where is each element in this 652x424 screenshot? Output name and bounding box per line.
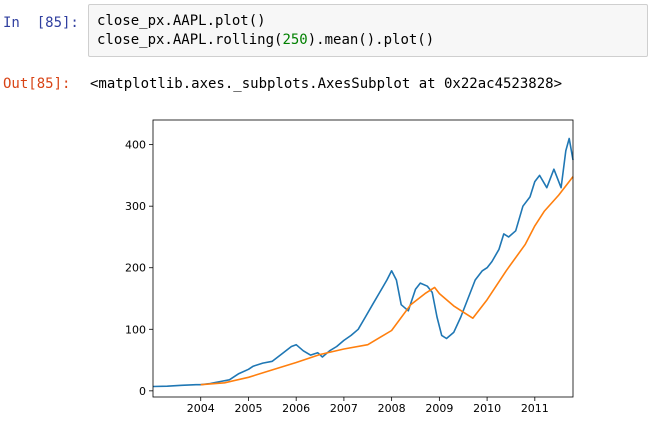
x-tick-label: 2006 xyxy=(282,402,310,415)
input-prompt: In [85]: xyxy=(3,15,79,31)
y-tick-label: 100 xyxy=(125,323,146,336)
plot-frame xyxy=(152,119,574,398)
output-prompt: Out[85]: xyxy=(3,76,71,92)
code-line-2-part-a: close_px.AAPL.rolling( xyxy=(97,32,283,48)
x-tick-label: 2008 xyxy=(378,402,406,415)
y-tick-label: 300 xyxy=(125,200,146,213)
series-line-1 xyxy=(152,137,574,388)
x-tick-label: 2004 xyxy=(187,402,215,415)
line-chart: 0 100 200 300 400 2004 2005 2006 2007 2008 2009 201… xyxy=(125,119,574,415)
code-line-2-part-b: ).mean().plot() xyxy=(307,32,435,48)
series-line-2 xyxy=(200,176,574,386)
output-text: <matplotlib.axes._subplots.AxesSubplot a… xyxy=(90,76,563,92)
plot-area: 0 100 200 300 400 2004 2005 2006 2007 2008 2009 201… xyxy=(0,100,652,420)
x-tick-label: 2007 xyxy=(330,402,358,415)
x-tick-label: 2005 xyxy=(234,402,262,415)
code-cell-input[interactable]: close_px.AAPL.plot() close_px.AAPL.rolli… xyxy=(88,4,648,57)
code-line-1-text: close_px.AAPL.plot() xyxy=(97,13,266,29)
code-line-2: close_px.AAPL.rolling(250).mean().plot() xyxy=(97,31,639,50)
x-tick-label: 2009 xyxy=(425,402,453,415)
y-tick-label: 200 xyxy=(125,262,146,275)
y-tick-label: 400 xyxy=(125,139,146,152)
code-line-1: close_px.AAPL.plot() xyxy=(97,12,639,31)
code-line-2-number: 250 xyxy=(282,32,308,48)
x-tick-label: 2011 xyxy=(521,402,549,415)
x-tick-label: 2010 xyxy=(473,402,501,415)
y-tick-label: 0 xyxy=(139,385,146,398)
